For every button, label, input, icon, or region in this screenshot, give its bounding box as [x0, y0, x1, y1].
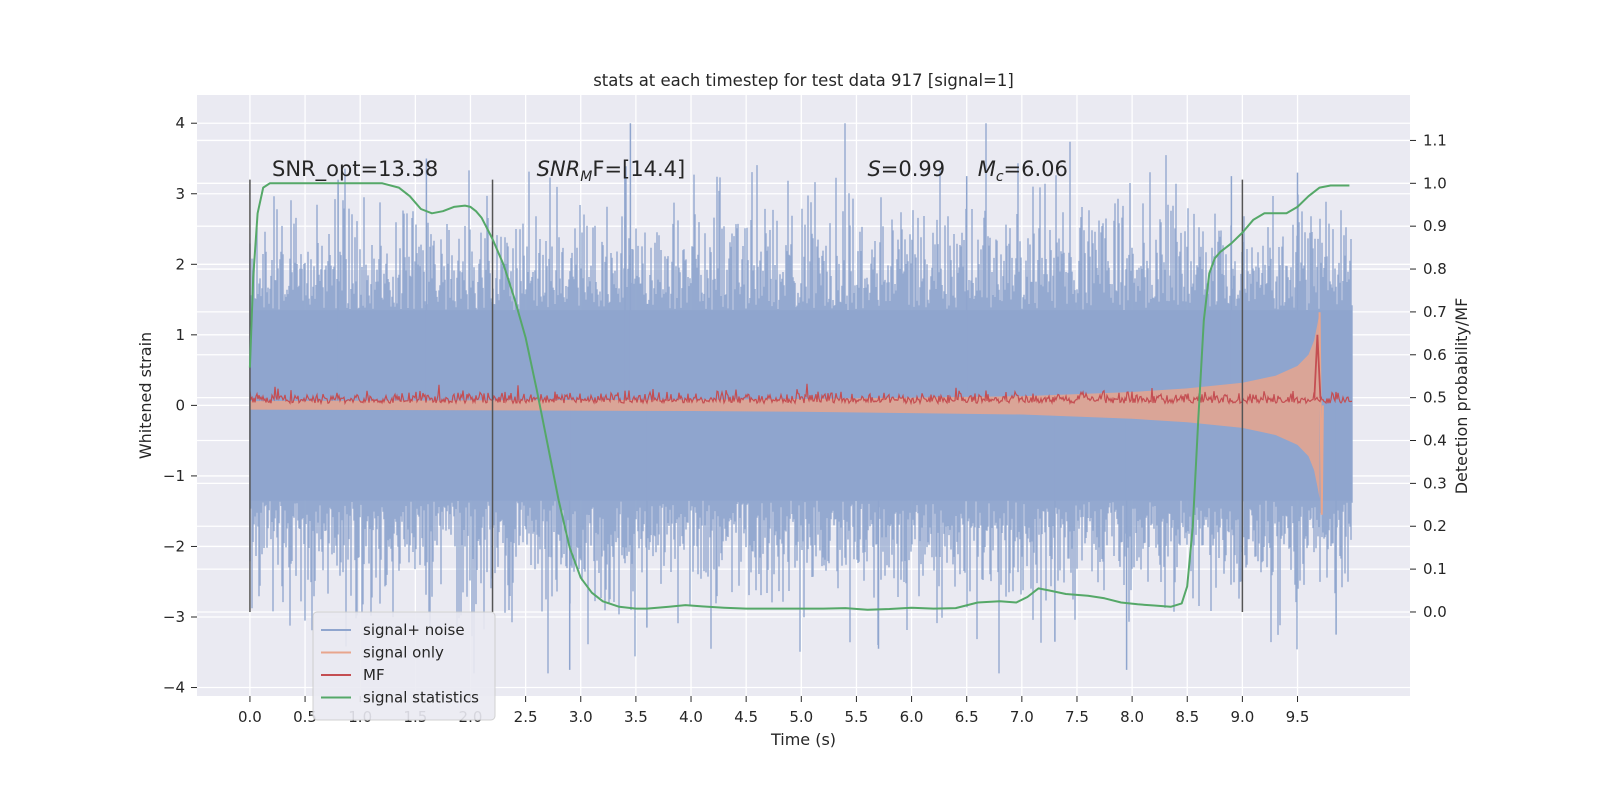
y2-tick-label: 1.0	[1423, 174, 1447, 192]
annotation-text: SNRMF=[14.4]	[537, 157, 686, 185]
x-tick-label: 7.0	[1010, 708, 1034, 726]
mf-trace	[249, 383, 1353, 406]
signal-only-envelope	[249, 312, 1320, 499]
legend-label: signal+ noise	[363, 621, 465, 639]
legend-box	[312, 611, 496, 721]
y-tick-label: 2	[175, 255, 185, 273]
y2-tick-label: 0.2	[1423, 517, 1447, 535]
annotations: SNR_opt=13.38 SNRMF=[14.4] S=0.99 Mc=6.06	[272, 157, 1068, 185]
annotation-text: S=0.99	[867, 157, 945, 181]
signal-noise-spikes	[337, 123, 1337, 670]
x-tick-label: 3.5	[624, 708, 648, 726]
x-tick-label: 0.0	[238, 708, 262, 726]
y2-tick-label: 0.6	[1423, 346, 1447, 364]
y2-tick-label: 0.7	[1423, 303, 1447, 321]
x-tick-label: 0.5	[293, 708, 317, 726]
x-axis-label: Time (s)	[770, 730, 836, 749]
series-mf	[249, 334, 1353, 406]
annotation-main: SNR	[537, 157, 581, 181]
annotation-subscript: c	[996, 169, 1004, 185]
annotation-main: M	[978, 157, 996, 181]
y-tick-label: −1	[163, 467, 185, 485]
y2-tick-label: 1.1	[1423, 131, 1447, 149]
y-tick-label: 3	[175, 185, 185, 203]
x-tick-label: 4.5	[734, 708, 758, 726]
legend-label: signal statistics	[363, 689, 479, 707]
annotation-suffix: =6.06	[1004, 157, 1068, 181]
annotation-main: S	[867, 157, 880, 181]
x-tick-label: 7.5	[1065, 708, 1089, 726]
legend: signal+ noise signal only MF signal statist…	[312, 611, 496, 721]
x-tick-label: 5.5	[845, 708, 869, 726]
y-tick-label: 0	[175, 396, 185, 414]
signal-statistics-line	[248, 182, 1350, 611]
x-tick-label: 9.5	[1286, 708, 1310, 726]
y-tick-label: −2	[163, 537, 185, 555]
y2-tick-label: 0.5	[1423, 389, 1447, 407]
vertical-markers	[249, 179, 1244, 613]
y2-tick-label: 0.8	[1423, 260, 1447, 278]
x-tick-label: 8.5	[1175, 708, 1199, 726]
x-tick-label: 4.0	[679, 708, 703, 726]
y2-tick-label: 0.4	[1423, 432, 1447, 450]
annotation-subscript: M	[580, 169, 592, 185]
x-tick-label: 6.0	[900, 708, 924, 726]
y2-axis-ticks: 0.0 0.1 0.2 0.3 0.4 0.5 0.6 0.7 0.8 0.9 1.0 1.1	[1410, 131, 1447, 621]
annotation-text: Mc=6.06	[978, 157, 1068, 185]
y-axis-ticks: −4 −3 −2 −1 0 1 2 3 4	[163, 114, 197, 697]
x-tick-label: 3.0	[569, 708, 593, 726]
y-tick-label: 4	[175, 114, 185, 132]
series-signal-statistics	[248, 182, 1350, 611]
y2-tick-label: 0.3	[1423, 474, 1447, 492]
y2-tick-label: 0.1	[1423, 560, 1447, 578]
y2-tick-label: 0.0	[1423, 603, 1447, 621]
legend-label: MF	[363, 666, 385, 684]
x-tick-label: 9.0	[1230, 708, 1254, 726]
x-tick-label: 5.0	[789, 708, 813, 726]
y2-axis-label: Detection probability/MF	[1452, 298, 1471, 495]
y-axis-label: Whitened strain	[136, 332, 155, 459]
y-tick-label: −4	[163, 679, 185, 697]
legend-label: signal only	[363, 644, 444, 662]
x-tick-label: 6.5	[955, 708, 979, 726]
x-tick-label: 8.0	[1120, 708, 1144, 726]
annotation-suffix: F=[14.4]	[592, 157, 685, 181]
annotation-main: SNR_opt=13.38	[272, 157, 438, 182]
annotation-text: SNR_opt=13.38	[272, 157, 438, 182]
y2-tick-label: 0.9	[1423, 217, 1447, 235]
chart-title: stats at each timestep for test data 917…	[593, 71, 1014, 90]
y-tick-label: −3	[163, 608, 185, 626]
y-tick-label: 1	[175, 326, 185, 344]
x-tick-label: 2.5	[514, 708, 538, 726]
annotation-suffix: =0.99	[881, 157, 945, 181]
mf-peak	[1313, 334, 1322, 399]
